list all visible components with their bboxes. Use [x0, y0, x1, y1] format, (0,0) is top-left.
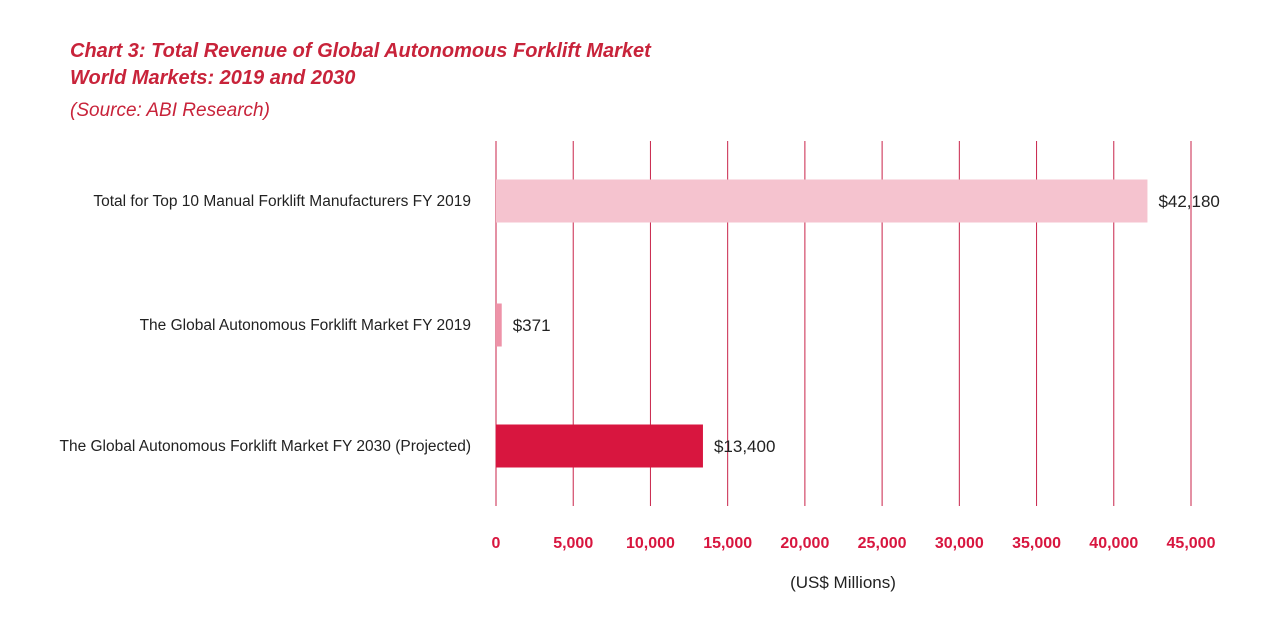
category-label: The Global Autonomous Forklift Market FY…	[140, 317, 471, 334]
x-axis-title: (US$ Millions)	[790, 573, 896, 592]
bars	[496, 179, 1148, 468]
chart-title: Chart 3: Total Revenue of Global Autonom…	[70, 40, 651, 62]
x-tick-label: 0	[492, 535, 501, 552]
data-label: $13,400	[714, 437, 775, 456]
x-tick-label: 10,000	[626, 535, 675, 552]
bar	[496, 303, 502, 347]
x-tick-label: 40,000	[1089, 535, 1138, 552]
data-label: $371	[513, 316, 551, 335]
x-tick-label: 35,000	[1012, 535, 1061, 552]
x-tick-label: 45,000	[1167, 535, 1216, 552]
category-label: The Global Autonomous Forklift Market FY…	[59, 438, 471, 455]
bar	[496, 179, 1148, 223]
x-tick-label: 5,000	[553, 535, 593, 552]
labels: 0 5,000 10,000 15,000 20,000 25,000 30,000 35,0…	[59, 192, 1219, 552]
data-label: $42,180	[1158, 192, 1219, 211]
x-tick-label: 15,000	[703, 535, 752, 552]
category-label: Total for Top 10 Manual Forklift Manufac…	[93, 193, 471, 210]
x-tick-label: 20,000	[780, 535, 829, 552]
chart-source: (Source: ABI Research)	[70, 100, 270, 121]
x-tick-label: 30,000	[935, 535, 984, 552]
x-tick-label: 25,000	[858, 535, 907, 552]
bar	[496, 424, 703, 468]
chart-subtitle: World Markets: 2019 and 2030	[70, 67, 356, 89]
chart-title-block: Chart 3: Total Revenue of Global Autonom…	[70, 38, 651, 92]
